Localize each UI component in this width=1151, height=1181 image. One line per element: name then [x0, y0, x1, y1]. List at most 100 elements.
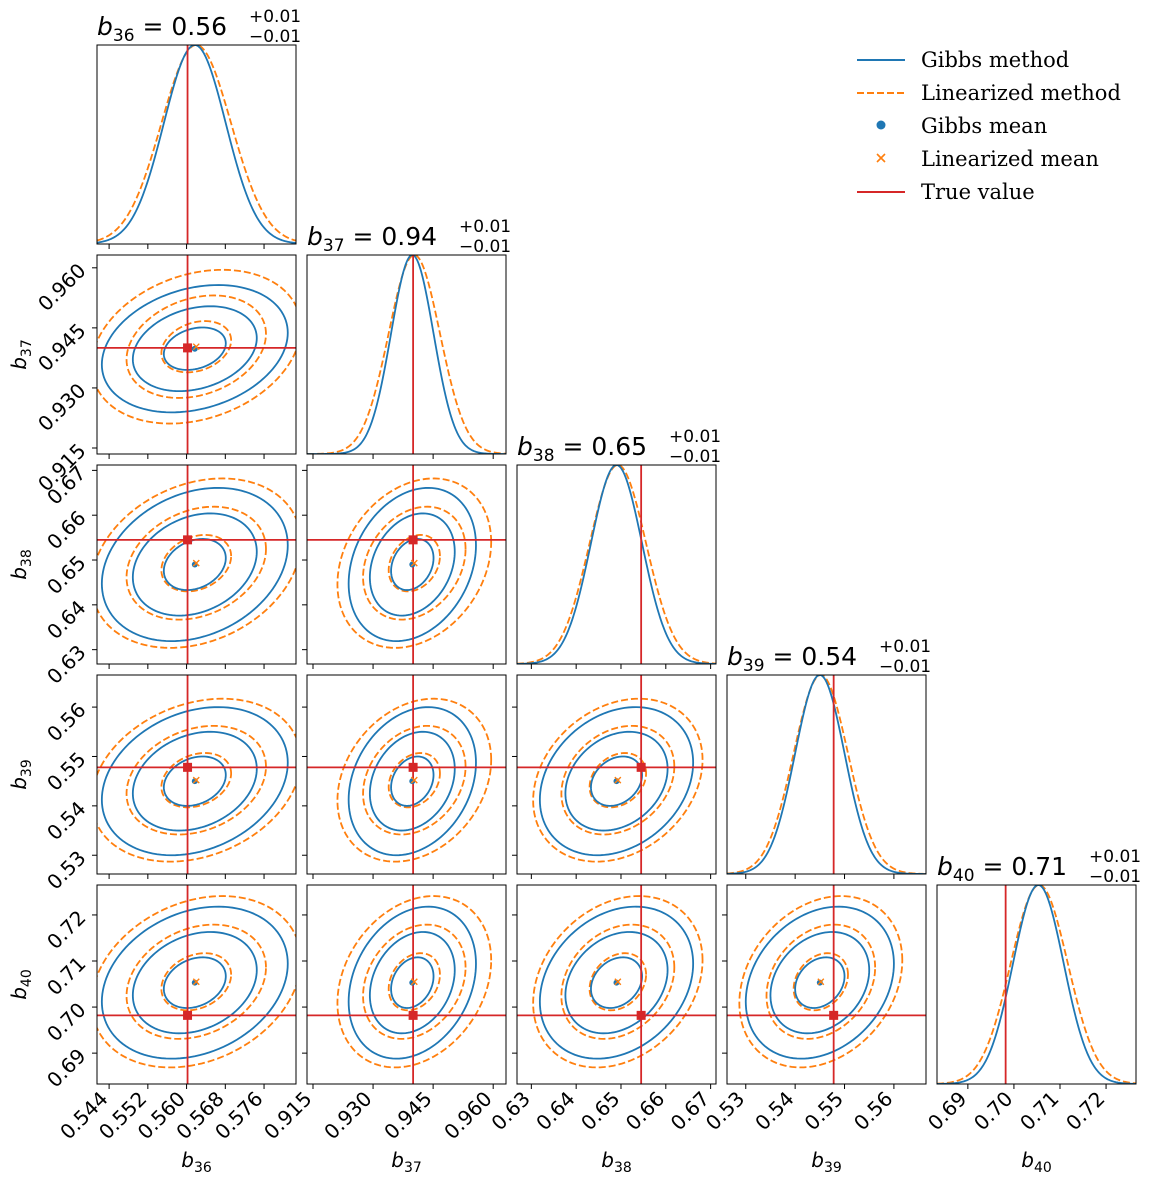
marginal-curve-linearized [97, 45, 296, 242]
x-axis-label: b36 [181, 1148, 212, 1176]
panel-content [517, 885, 716, 1084]
truth-marker [408, 1010, 418, 1020]
linearized-mean-marker [192, 776, 200, 784]
panel-frame [96, 254, 297, 455]
x-tick-label: 0.945 [379, 1087, 436, 1144]
contour-gibbs-2sigma [368, 931, 456, 1035]
contour-linearized-3sigma [532, 697, 704, 863]
contour-gibbs-3sigma [100, 905, 289, 1060]
contour-gibbs-3sigma [538, 706, 695, 857]
x-axis-label: b37 [391, 1148, 422, 1176]
truth-marker [183, 535, 193, 545]
panel-frame [306, 674, 507, 875]
linearized-mean-marker [410, 559, 418, 567]
y-tick-label: 0.55 [42, 747, 90, 795]
panel-title: b38 = 0.65 [517, 432, 647, 466]
contour-linearized-3sigma [97, 697, 296, 863]
contour-linearized-2sigma [560, 923, 676, 1040]
y-tick-label: 0.63 [42, 640, 90, 688]
legend-label: Gibbs method [921, 48, 1070, 72]
panel-frame [306, 464, 507, 665]
contour-gibbs-2sigma [769, 931, 871, 1035]
contour-linearized-1sigma [387, 752, 441, 809]
panel-title: b40 = 0.71 [937, 852, 1067, 886]
truth-marker [183, 762, 193, 772]
legend-label: True value [921, 180, 1035, 204]
contour-gibbs-1sigma [794, 956, 846, 1009]
truth-marker [408, 535, 418, 545]
contour-linearized-2sigma [560, 724, 676, 836]
panel-content [97, 885, 296, 1084]
panel-frame [96, 674, 297, 875]
contour-gibbs-3sigma [744, 905, 895, 1060]
marginal-curve-linearized [517, 465, 716, 664]
panel-content [307, 255, 506, 454]
y-tick-label: 0.64 [42, 595, 90, 643]
truth-marker [183, 1010, 193, 1020]
panel-title-minus: −0.01 [879, 657, 931, 677]
contour-linearized-3sigma [532, 895, 704, 1069]
truth-marker [408, 762, 418, 772]
legend-cross-icon [876, 153, 886, 163]
panel-title-minus: −0.01 [669, 447, 721, 467]
y-tick-label: 0.53 [42, 846, 90, 894]
contour-gibbs-2sigma [368, 730, 456, 832]
y-tick-label: 0.945 [33, 318, 90, 375]
contour-linearized-2sigma [362, 923, 467, 1040]
x-axis-label: b40 [1021, 1148, 1052, 1176]
x-tick-label: 0.915 [259, 1087, 316, 1144]
panel-title-minus: −0.01 [1089, 867, 1141, 887]
y-axis-label: b38 [7, 549, 35, 580]
panel-frame [726, 884, 927, 1085]
x-tick-label: 0.63 [486, 1087, 534, 1135]
x-tick-label: 0.54 [750, 1087, 798, 1135]
contour-gibbs-3sigma [100, 486, 289, 643]
legend-item-linearized-mean: Linearized mean [855, 143, 1145, 176]
contour-gibbs-1sigma [390, 956, 435, 1009]
panel-content [97, 255, 296, 454]
contour-linearized-2sigma [125, 923, 267, 1040]
linearized-mean-marker [192, 343, 200, 351]
linearized-mean-marker [614, 978, 622, 986]
panel-title-plus: +0.01 [249, 7, 301, 27]
panel-b40-b36: 0.5440.5520.5600.5680.576b360.690.700.71… [7, 884, 297, 1176]
panel-frame [96, 464, 297, 665]
contour-gibbs-3sigma [100, 284, 289, 414]
linearized-mean-marker [192, 559, 200, 567]
panel-b38-b38: b38 = 0.65 +0.01−0.01 [516, 427, 721, 669]
panel-title-plus: +0.01 [1089, 847, 1141, 867]
panel-content [97, 465, 296, 664]
marginal-curve-gibbs [97, 45, 296, 244]
panel-content [727, 675, 926, 874]
contour-gibbs-2sigma [131, 305, 258, 393]
y-tick-label: 0.72 [42, 906, 90, 954]
panel-frame [516, 884, 717, 1085]
contour-linearized-3sigma [336, 477, 493, 649]
contour-linearized-3sigma [336, 895, 493, 1069]
panel-title-minus: −0.01 [459, 237, 511, 257]
y-tick-label: 0.69 [42, 1044, 90, 1092]
y-tick-label: 0.65 [42, 551, 90, 599]
marginal-curve-linearized [937, 885, 1136, 1084]
legend-line-red-icon [857, 191, 905, 193]
x-tick-label: 0.71 [1015, 1087, 1063, 1135]
contour-linearized-1sigma [387, 952, 441, 1012]
contour-gibbs-1sigma [162, 326, 227, 371]
legend-item-gibbs-method: Gibbs method [855, 44, 1145, 77]
panel-frame [306, 884, 507, 1085]
contour-gibbs-3sigma [100, 706, 289, 857]
panel-frame [516, 464, 717, 665]
panel-b38-b37 [302, 464, 507, 669]
panel-b39-b38 [512, 674, 717, 879]
legend-line-dashed-icon [857, 92, 905, 94]
panel-frame [726, 674, 927, 875]
panel-title-plus: +0.01 [669, 427, 721, 447]
contour-linearized-1sigma [160, 752, 233, 809]
truth-marker [183, 343, 193, 353]
x-tick-label: 0.72 [1061, 1087, 1109, 1135]
